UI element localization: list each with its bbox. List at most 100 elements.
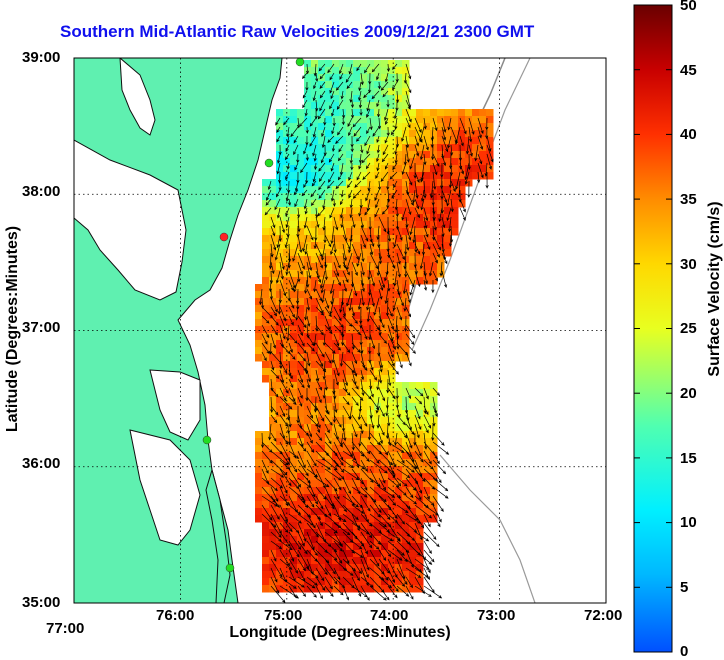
velocity-cell [297, 396, 305, 404]
velocity-cell [318, 515, 326, 523]
velocity-cell [353, 557, 361, 565]
velocity-cell [304, 417, 312, 425]
velocity-cell [346, 361, 354, 369]
velocity-cell [262, 522, 270, 530]
velocity-cell [276, 466, 284, 474]
velocity-cell [283, 480, 291, 488]
velocity-cell [374, 172, 382, 180]
velocity-cell [416, 123, 424, 131]
velocity-cell [395, 431, 403, 439]
velocity-cell [416, 459, 424, 467]
velocity-cell [367, 480, 375, 488]
velocity-cell [290, 193, 298, 201]
velocity-cell [318, 333, 326, 341]
velocity-cell [430, 270, 438, 278]
velocity-cell [325, 438, 333, 446]
velocity-cell [297, 578, 305, 586]
velocity-cell [374, 410, 382, 418]
velocity-cell [262, 228, 270, 236]
velocity-cell [276, 557, 284, 565]
velocity-cell [262, 368, 270, 376]
velocity-cell [402, 424, 410, 432]
velocity-cell [409, 578, 417, 586]
velocity-cell [318, 172, 326, 180]
velocity-cell [297, 536, 305, 544]
velocity-cell [262, 459, 270, 467]
velocity-cell [332, 60, 340, 68]
velocity-cell [402, 473, 410, 481]
velocity-cell [311, 347, 319, 355]
velocity-cell [395, 60, 403, 68]
velocity-cell [262, 501, 270, 509]
velocity-cell [388, 585, 396, 593]
velocity-cell [290, 445, 298, 453]
velocity-cell [325, 578, 333, 586]
velocity-cell [276, 487, 284, 495]
barrier-island [205, 468, 231, 603]
velocity-cell [283, 228, 291, 236]
velocity-cell [402, 312, 410, 320]
velocity-cell [283, 193, 291, 201]
velocity-cell [311, 487, 319, 495]
velocity-cell [402, 235, 410, 243]
velocity-cell [283, 291, 291, 299]
velocity-cell [388, 305, 396, 313]
velocity-cell [304, 165, 312, 173]
velocity-cell [388, 172, 396, 180]
velocity-cell [297, 585, 305, 593]
velocity-cell [409, 228, 417, 236]
velocity-cell [395, 417, 403, 425]
velocity-cell [388, 74, 396, 82]
velocity-cell [318, 81, 326, 89]
velocity-cell [332, 228, 340, 236]
velocity-cell [339, 347, 347, 355]
velocity-cell [360, 578, 368, 586]
velocity-cell [339, 487, 347, 495]
velocity-cell [311, 109, 319, 117]
velocity-cell [311, 480, 319, 488]
velocity-cell [388, 438, 396, 446]
velocity-cell [388, 494, 396, 502]
velocity-cell [430, 144, 438, 152]
velocity-cell [339, 270, 347, 278]
velocity-cell [276, 333, 284, 341]
velocity-cell [367, 396, 375, 404]
velocity-cell [297, 389, 305, 397]
velocity-cell [409, 270, 417, 278]
velocity-cell [269, 200, 277, 208]
velocity-cell [367, 263, 375, 271]
velocity-cell [325, 494, 333, 502]
velocity-cell [332, 340, 340, 348]
velocity-cell [283, 522, 291, 530]
velocity-cell [269, 459, 277, 467]
velocity-cell [346, 74, 354, 82]
velocity-cell [353, 501, 361, 509]
velocity-cell [311, 207, 319, 215]
velocity-cell [304, 88, 312, 96]
velocity-cell [311, 200, 319, 208]
velocity-cell [416, 424, 424, 432]
velocity-cell [416, 221, 424, 229]
velocity-cell [374, 382, 382, 390]
velocity-cell [262, 494, 270, 502]
velocity-cell [402, 347, 410, 355]
velocity-cell [395, 249, 403, 257]
velocity-cell [374, 473, 382, 481]
velocity-cell [269, 340, 277, 348]
velocity-cell [402, 529, 410, 537]
velocity-cell [276, 200, 284, 208]
velocity-cell [262, 578, 270, 586]
velocity-cell [283, 585, 291, 593]
velocity-cell [276, 319, 284, 327]
velocity-cell [402, 144, 410, 152]
velocity-cell [276, 522, 284, 530]
velocity-cell [276, 473, 284, 481]
velocity-cell [367, 445, 375, 453]
velocity-cell [423, 193, 431, 201]
velocity-cell [388, 396, 396, 404]
velocity-cell [283, 389, 291, 397]
velocity-cell [430, 277, 438, 285]
velocity-cell [325, 179, 333, 187]
velocity-cell [311, 368, 319, 376]
velocity-cell [402, 410, 410, 418]
